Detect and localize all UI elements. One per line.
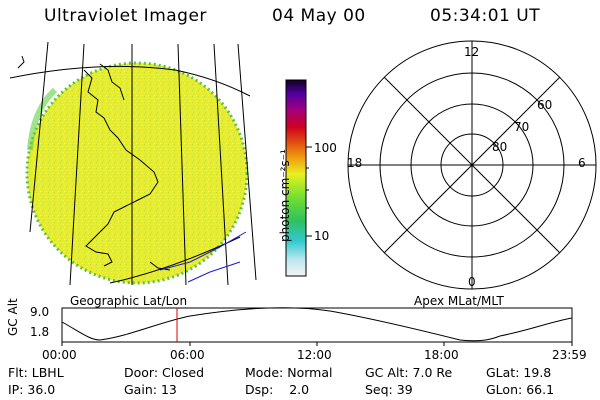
mlat-label-60: 60 [537, 98, 553, 112]
info-glon: GLon: 66.1 [486, 382, 554, 397]
time-tick-3: 18:00 [424, 348, 459, 362]
mlt-label-0: 0 [468, 275, 476, 289]
flt-value: LBHL [31, 365, 64, 380]
gc-alt-label: GC Alt: [365, 365, 409, 380]
colorbar-units-label: photon cm⁻²s⁻¹ [278, 149, 292, 242]
ip-value: 36.0 [27, 382, 56, 397]
altitude-axis-label: GC Alt [6, 298, 20, 336]
info-door: Door: Closed [124, 365, 204, 380]
time-tick-1: 06:00 [170, 348, 205, 362]
altitude-plot-frame [61, 307, 573, 343]
time-tick-0: 00:00 [42, 348, 77, 362]
alt-tick-1-8: 1.8 [30, 325, 50, 339]
mlt-label-6: 6 [578, 156, 586, 170]
colorbar-tick-10: 10 [314, 229, 330, 243]
date-label: 04 May 00 [272, 6, 366, 26]
door-label: Door: [124, 365, 159, 380]
time-tick-4: 23:59 [552, 348, 587, 362]
blue-boundary [159, 231, 247, 283]
mlt-label-12: 12 [464, 45, 480, 59]
time-tick-2: 12:00 [297, 348, 332, 362]
dsp-label: Dsp: [245, 382, 274, 397]
altitude-curve [61, 307, 573, 342]
glon-label: GLon: [486, 382, 523, 397]
info-ip: IP: 36.0 [8, 382, 55, 397]
seq-label: Seq: [365, 382, 393, 397]
glat-value: 19.8 [523, 365, 552, 380]
info-gain: Gain: 13 [124, 382, 177, 397]
seq-value: 39 [396, 382, 413, 397]
glon-value: 66.1 [526, 382, 555, 397]
instrument-title: Ultraviolet Imager [44, 6, 207, 26]
mlat-label-70: 70 [514, 120, 530, 134]
info-mode: Mode: Normal [245, 365, 333, 380]
info-seq: Seq: 39 [365, 382, 413, 397]
flt-label: Flt: [8, 365, 28, 380]
mode-value: Normal [287, 365, 333, 380]
gain-label: Gain: [124, 382, 157, 397]
geographic-caption: Geographic Lat/Lon [70, 294, 188, 308]
gc-alt-value: 7.0 Re [412, 365, 453, 380]
time-label: 05:34:01 UT [430, 6, 541, 26]
earth-disk-image [10, 41, 257, 286]
door-value: Closed [162, 365, 205, 380]
gain-value: 13 [160, 382, 177, 397]
coastline [17, 55, 171, 271]
info-dsp: Dsp: 2.0 [245, 382, 309, 397]
info-flt: Flt: LBHL [8, 365, 64, 380]
ip-label: IP: [8, 382, 24, 397]
glat-label: GLat: [486, 365, 520, 380]
mlt-label-18: 18 [347, 156, 363, 170]
colorbar [285, 79, 307, 277]
info-gc-alt: GC Alt: 7.0 Re [365, 365, 452, 380]
geographic-grid [10, 41, 257, 286]
apex-caption: Apex MLat/MLT [414, 294, 504, 308]
info-glat: GLat: 19.8 [486, 365, 551, 380]
mlat-label-80: 80 [492, 140, 508, 154]
alt-tick-9: 9.0 [30, 305, 50, 319]
colorbar-tick-100: 100 [314, 141, 337, 155]
polar-dial [347, 40, 597, 290]
dsp-value: 2.0 [289, 382, 310, 397]
mode-label: Mode: [245, 365, 284, 380]
